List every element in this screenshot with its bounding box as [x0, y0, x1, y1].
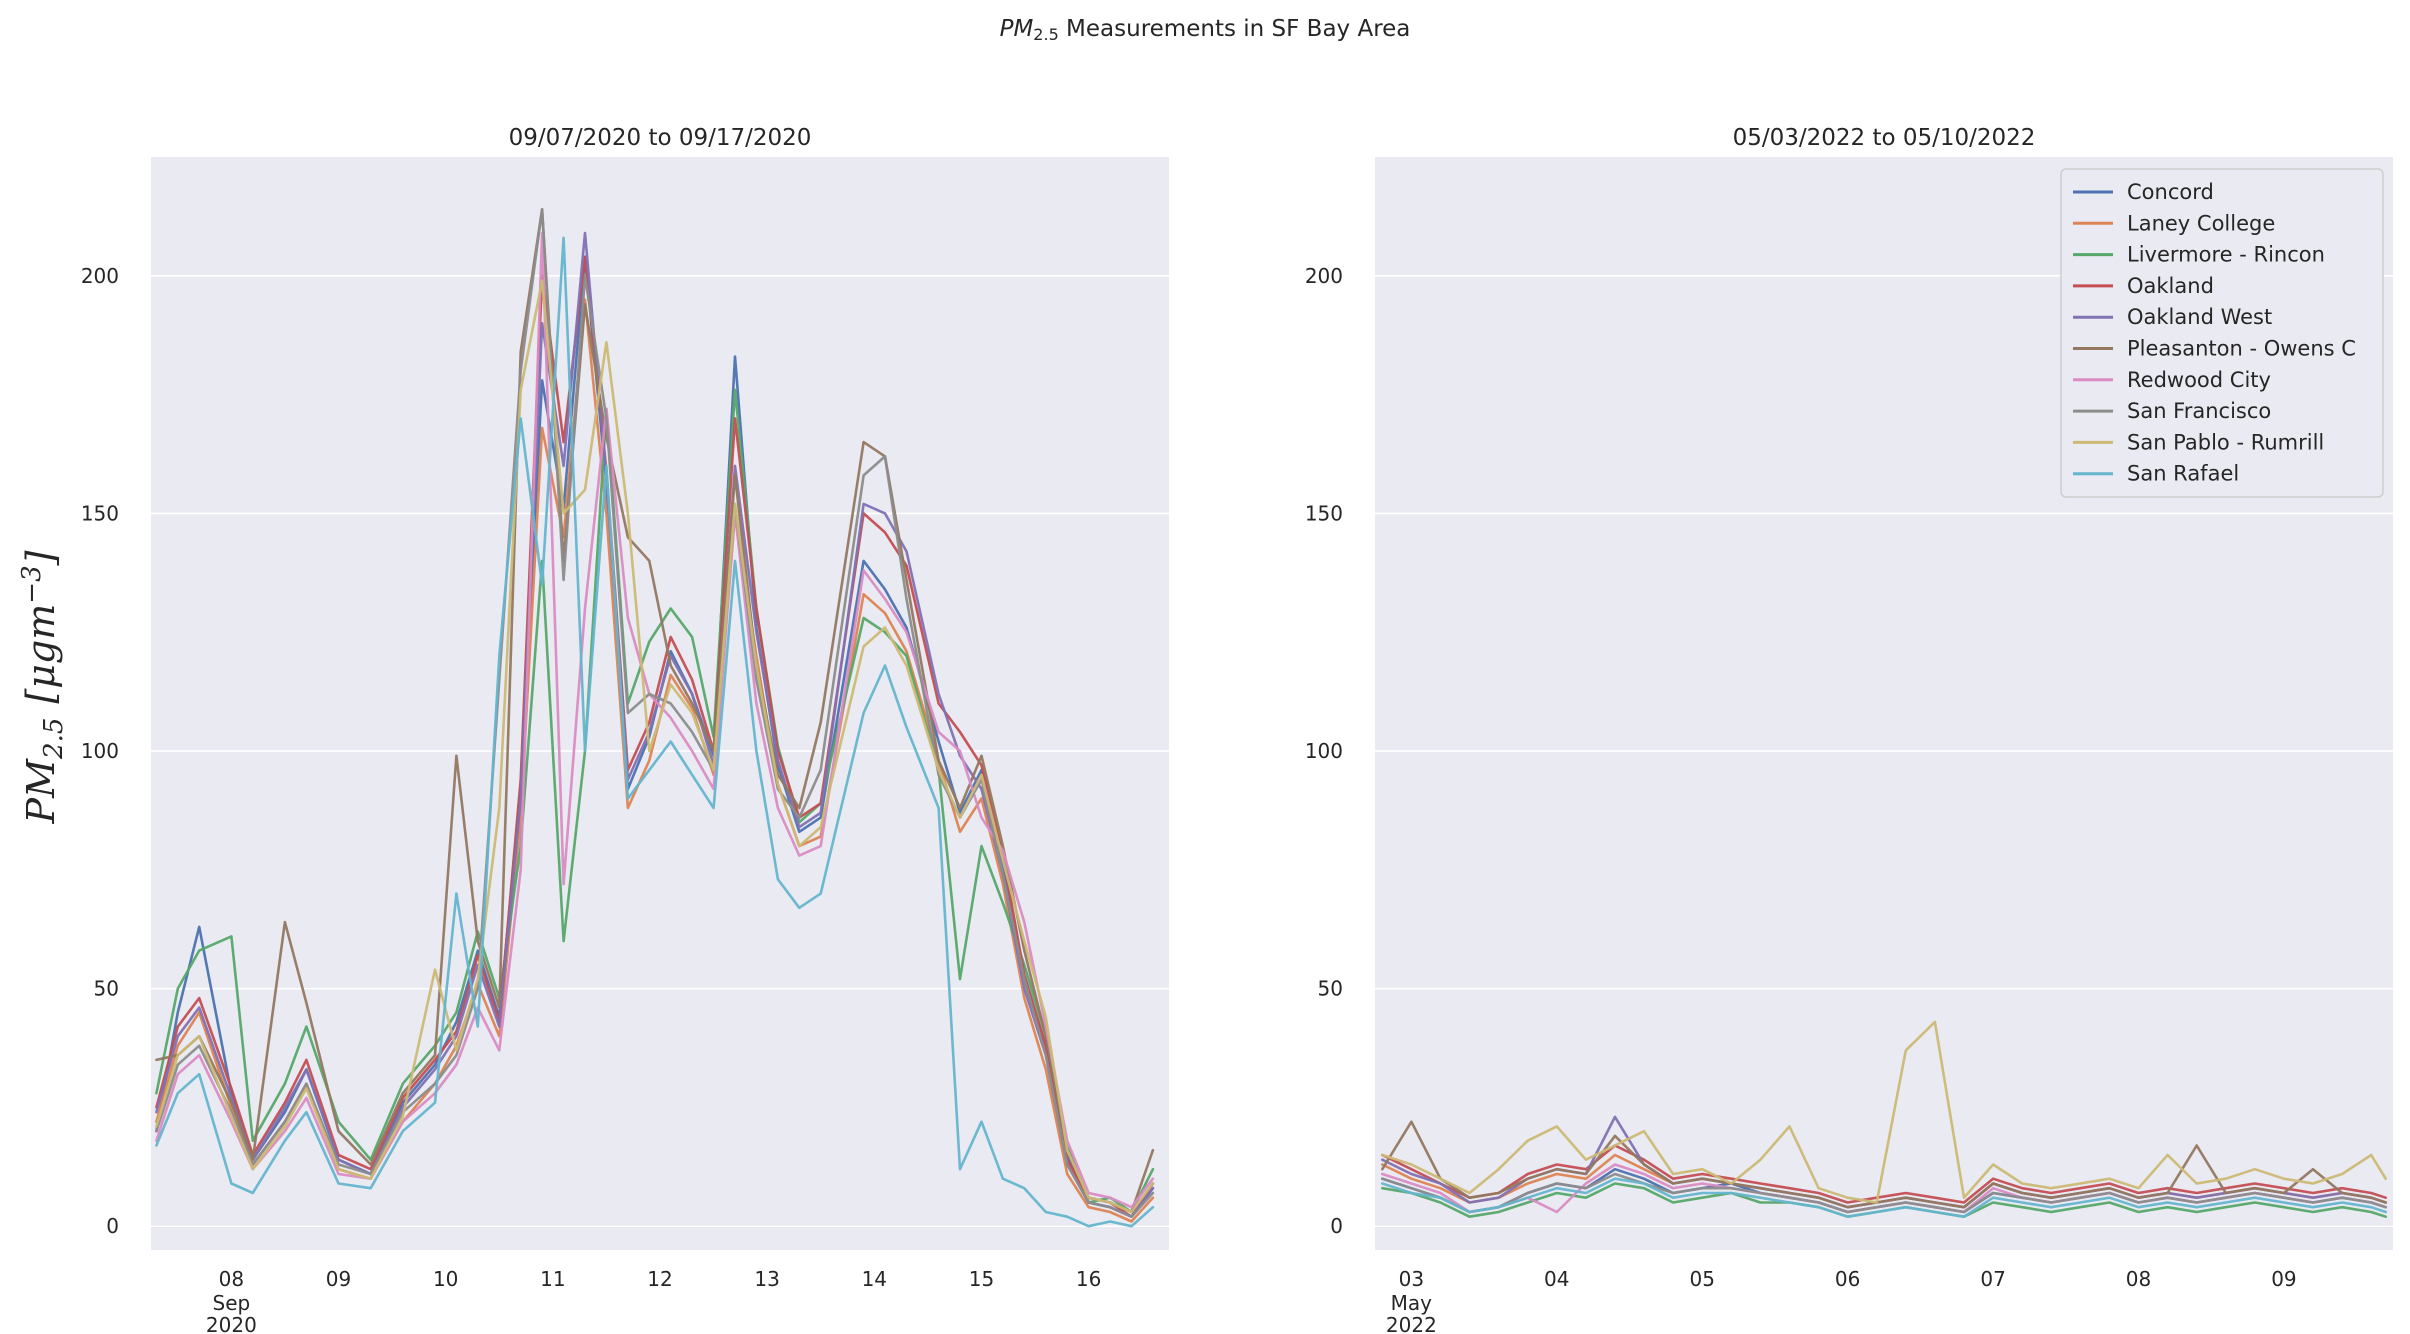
- series-line-san-rafael: [155, 236, 1155, 1228]
- chart-title: 09/07/2020 to 09/17/2020: [509, 125, 812, 151]
- series-line-san-rafael: [1381, 1177, 2387, 1218]
- x-tick-label: 09: [326, 1267, 351, 1291]
- x-tick-label: 12: [647, 1267, 672, 1291]
- legend-box: [2060, 168, 2384, 498]
- x-tick-month: Sep: [213, 1291, 251, 1315]
- legend: Concord Laney College Livermore - Rincon Oa…: [2060, 168, 2384, 498]
- x-tick-label: 14: [862, 1267, 887, 1291]
- x-tick-label: 15: [969, 1267, 994, 1291]
- x-tick-label: 08: [2126, 1267, 2151, 1291]
- legend-label: Pleasanton - Owens C: [2127, 337, 2356, 361]
- x-tick-label: 06: [1835, 1267, 1860, 1291]
- legend-label: Oakland: [2127, 274, 2214, 298]
- y-tick-label: 0: [1330, 1214, 1343, 1238]
- series-line-redwood-city: [155, 231, 1155, 1209]
- series-line-oakland: [1381, 1144, 2387, 1204]
- series-line-san-pablo-rumrill: [1381, 1020, 2387, 1204]
- series-line-livermore-rincon: [155, 388, 1155, 1214]
- x-tick-year: 2020: [206, 1313, 257, 1334]
- legend-label: San Pablo - Rumrill: [2127, 430, 2324, 454]
- y-tick-label: 150: [81, 501, 119, 525]
- x-tick-label: 13: [754, 1267, 779, 1291]
- series-line-san-francisco: [1381, 1172, 2387, 1214]
- y-tick-label: 200: [81, 264, 119, 288]
- x-tick-year: 2022: [1386, 1313, 1437, 1334]
- x-tick-label: 04: [1544, 1267, 1569, 1291]
- y-axis-label: PM2.5[μgm−3]: [17, 550, 69, 824]
- y-tick-label: 50: [1318, 977, 1343, 1001]
- x-tick-month: May: [1391, 1291, 1433, 1315]
- legend-label: Redwood City: [2127, 368, 2271, 392]
- figure-suptitle: PM2.5 Measurements in SF Bay Area: [1000, 16, 1411, 44]
- legend-label: Oakland West: [2127, 305, 2272, 329]
- y-tick-label: 50: [94, 977, 119, 1001]
- y-tick-label: 150: [1305, 501, 1343, 525]
- legend-label: San Francisco: [2127, 399, 2271, 423]
- legend-label: Concord: [2127, 180, 2214, 204]
- series-line-pleasanton-owens-c: [1381, 1120, 2387, 1209]
- x-tick-label: 03: [1399, 1267, 1424, 1291]
- x-tick-label: 07: [1980, 1267, 2005, 1291]
- x-tick-label: 10: [433, 1267, 458, 1291]
- legend-label: Laney College: [2127, 211, 2275, 235]
- x-tick-label: 11: [540, 1267, 565, 1291]
- x-tick-label: 16: [1076, 1267, 1101, 1291]
- y-tick-label: 100: [1305, 739, 1343, 763]
- y-tick-label: 200: [1305, 264, 1343, 288]
- y-tick-label: 100: [81, 739, 119, 763]
- legend-label: Livermore - Rincon: [2127, 243, 2325, 267]
- x-tick-label: 08: [219, 1267, 244, 1291]
- x-tick-label: 09: [2271, 1267, 2296, 1291]
- series-line-pleasanton-owens-c: [155, 208, 1155, 1214]
- legend-label: San Rafael: [2127, 462, 2239, 486]
- series-line-san-pablo-rumrill: [155, 279, 1155, 1214]
- series-line-san-francisco: [155, 208, 1155, 1218]
- y-tick-label: 0: [106, 1214, 119, 1238]
- x-tick-label: 05: [1689, 1267, 1714, 1291]
- chart-title: 05/03/2022 to 05/10/2022: [1733, 125, 2036, 151]
